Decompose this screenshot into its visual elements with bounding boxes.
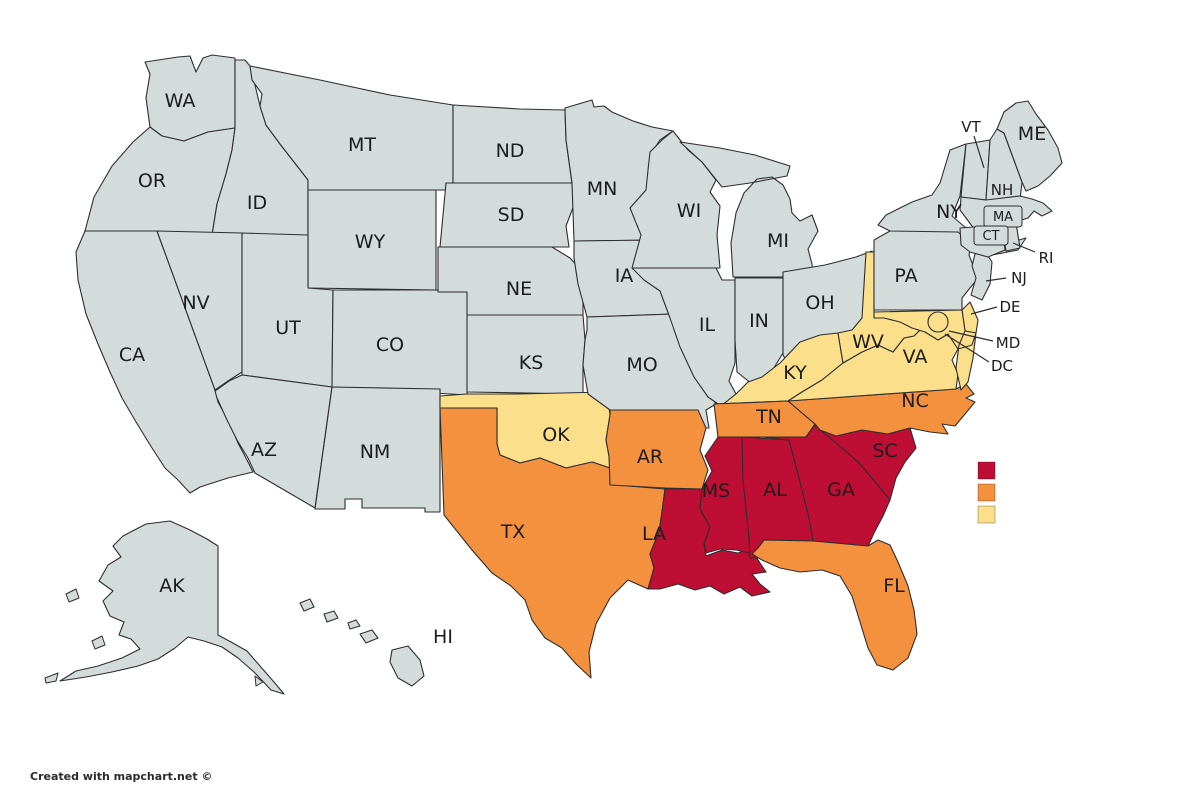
state-label-MN: MN bbox=[587, 178, 618, 200]
de-leader-line bbox=[970, 306, 998, 315]
state-FL[interactable] bbox=[751, 539, 918, 671]
leader-lines bbox=[944, 135, 1036, 363]
state-label-CA: CA bbox=[119, 344, 145, 366]
state-label-WI: WI bbox=[677, 200, 701, 222]
state-label-AK: AK bbox=[159, 575, 185, 597]
state-label-UT: UT bbox=[275, 317, 301, 339]
md-leader-line bbox=[948, 330, 994, 342]
state-label-NV: NV bbox=[182, 292, 209, 314]
state-label-KY: KY bbox=[783, 362, 807, 384]
state-label-DE: DE bbox=[999, 298, 1020, 316]
state-NC[interactable] bbox=[787, 383, 976, 437]
state-label-MA: MA bbox=[993, 210, 1013, 225]
state-label-NE: NE bbox=[506, 278, 532, 300]
state-label-FL: FL bbox=[883, 575, 905, 597]
state-label-SC: SC bbox=[872, 440, 897, 462]
legend-swatch-yellow bbox=[977, 505, 996, 524]
state-label-CT: CT bbox=[982, 229, 999, 244]
state-label-MS: MS bbox=[702, 480, 730, 502]
state-label-HI: HI bbox=[433, 626, 453, 648]
state-label-IL: IL bbox=[699, 314, 716, 336]
state-label-VA: VA bbox=[903, 346, 928, 368]
state-label-AL: AL bbox=[763, 479, 787, 501]
alaska-islands bbox=[44, 588, 264, 687]
state-label-TX: TX bbox=[500, 521, 526, 543]
state-label-CO: CO bbox=[376, 334, 404, 356]
state-labels: WA OR CA NV ID MT WY UT CO AZ NM ND SD N… bbox=[119, 90, 1054, 648]
state-MT[interactable] bbox=[249, 65, 454, 191]
state-NM[interactable] bbox=[314, 386, 441, 513]
state-label-MI: MI bbox=[767, 230, 789, 252]
state-AK[interactable] bbox=[59, 520, 285, 695]
state-label-GA: GA bbox=[827, 479, 855, 501]
dc-leader-line bbox=[944, 333, 990, 363]
legend bbox=[977, 461, 996, 524]
state-NV[interactable] bbox=[156, 230, 243, 391]
state-label-WV: WV bbox=[852, 331, 884, 353]
state-MI[interactable] bbox=[679, 141, 819, 278]
state-label-ID: ID bbox=[247, 192, 267, 214]
state-label-DC: DC bbox=[991, 357, 1013, 375]
state-label-ND: ND bbox=[496, 140, 525, 162]
state-label-WY: WY bbox=[355, 231, 386, 253]
state-label-VT: VT bbox=[961, 118, 981, 136]
ri-leader-line bbox=[1012, 242, 1036, 253]
state-ME[interactable] bbox=[996, 100, 1063, 192]
state-label-MT: MT bbox=[348, 134, 376, 156]
state-WI[interactable] bbox=[629, 130, 721, 269]
state-label-RI: RI bbox=[1039, 249, 1054, 267]
state-label-NC: NC bbox=[901, 390, 928, 412]
state-label-PA: PA bbox=[894, 265, 917, 287]
state-label-NM: NM bbox=[360, 441, 391, 463]
state-label-OR: OR bbox=[138, 170, 166, 192]
legend-swatch-orange bbox=[977, 483, 996, 502]
state-VT[interactable] bbox=[960, 139, 991, 201]
vt-leader-line bbox=[973, 135, 985, 169]
state-label-WA: WA bbox=[165, 90, 196, 112]
state-label-OH: OH bbox=[805, 292, 834, 314]
legend-swatch-red bbox=[977, 461, 996, 480]
ct-label-box bbox=[973, 225, 1009, 246]
state-label-ME: ME bbox=[1018, 123, 1046, 145]
state-label-AZ: AZ bbox=[251, 439, 277, 461]
state-label-NH: NH bbox=[991, 181, 1014, 199]
state-label-NY: NY bbox=[936, 201, 962, 223]
state-label-TN: TN bbox=[755, 406, 782, 428]
state-label-SD: SD bbox=[498, 204, 525, 226]
state-label-NJ: NJ bbox=[1011, 269, 1027, 287]
state-DC[interactable] bbox=[927, 311, 949, 333]
state-label-LA: LA bbox=[642, 523, 666, 545]
state-label-MO: MO bbox=[626, 354, 657, 376]
state-label-KS: KS bbox=[519, 352, 544, 374]
states-layer bbox=[44, 54, 1063, 695]
nj-leader-line bbox=[985, 277, 1007, 282]
state-label-OK: OK bbox=[542, 424, 570, 446]
state-label-IN: IN bbox=[749, 310, 769, 332]
attribution-text: Created with mapchart.net © bbox=[30, 770, 212, 783]
state-HI[interactable] bbox=[299, 598, 425, 687]
state-label-AR: AR bbox=[637, 446, 663, 468]
state-label-MD: MD bbox=[996, 334, 1021, 352]
state-label-IA: IA bbox=[615, 265, 634, 287]
